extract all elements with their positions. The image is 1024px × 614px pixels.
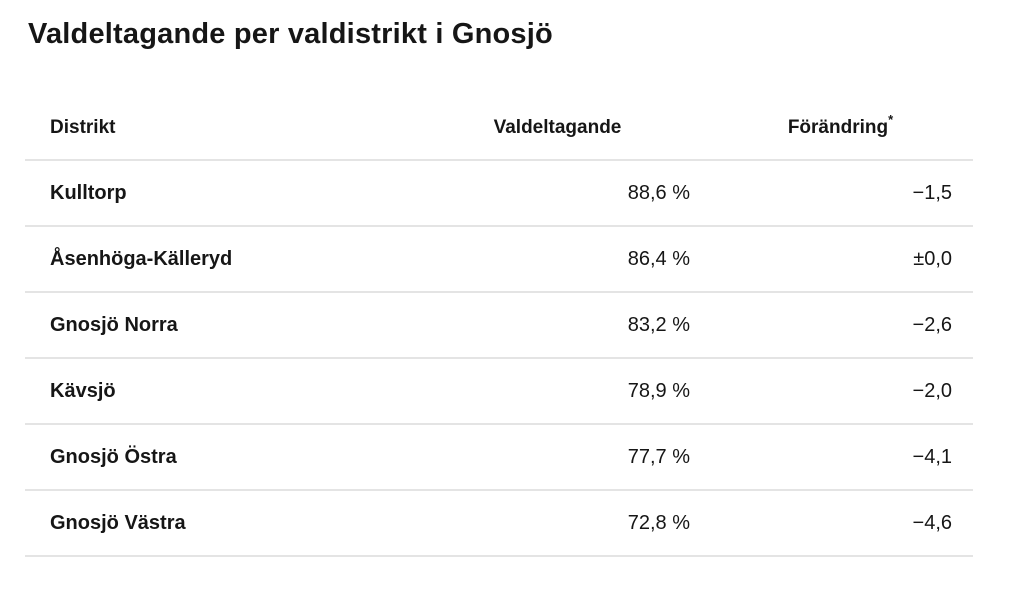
table-row: Gnosjö Västra 72,8 % −4,6 (25, 490, 973, 557)
change-cell: −1,5 (690, 160, 973, 227)
turnout-cell: 78,9 % (425, 358, 690, 425)
table-row: Kulltorp 88,6 % −1,5 (25, 160, 973, 227)
district-cell: Kävsjö (25, 358, 425, 425)
change-cell: −2,6 (690, 292, 973, 359)
table-row: Gnosjö Östra 77,7 % −4,1 (25, 424, 973, 491)
turnout-table: Distrikt Valdeltagande Förändring* Kullt… (25, 97, 973, 557)
district-cell: Gnosjö Norra (25, 292, 425, 359)
turnout-cell: 86,4 % (425, 226, 690, 293)
district-cell: Kulltorp (25, 160, 425, 227)
change-cell: −4,6 (690, 490, 973, 557)
column-header-forandring-label: Förändring (787, 117, 889, 138)
table-row: Gnosjö Norra 83,2 % −2,6 (25, 292, 973, 359)
turnout-cell: 83,2 % (425, 292, 690, 359)
table-header: Distrikt Valdeltagande Förändring* (25, 97, 973, 161)
table-body: Kulltorp 88,6 % −1,5 Åsenhöga-Källeryd 8… (25, 160, 973, 557)
column-header-forandring: Förändring* (690, 97, 973, 161)
page-title: Valdeltagande per valdistrikt i Gnosjö (28, 18, 553, 50)
turnout-cell: 72,8 % (425, 490, 690, 557)
turnout-cell: 77,7 % (425, 424, 690, 491)
footnote-asterisk: * (888, 111, 894, 127)
table-row: Åsenhöga-Källeryd 86,4 % ±0,0 (25, 226, 973, 293)
column-header-distrikt: Distrikt (25, 97, 425, 161)
district-cell: Åsenhöga-Källeryd (25, 226, 425, 293)
change-cell: −2,0 (690, 358, 973, 425)
district-cell: Gnosjö Västra (25, 490, 425, 557)
district-cell: Gnosjö Östra (25, 424, 425, 491)
turnout-cell: 88,6 % (425, 160, 690, 227)
change-cell: −4,1 (690, 424, 973, 491)
table-row: Kävsjö 78,9 % −2,0 (25, 358, 973, 425)
change-cell: ±0,0 (690, 226, 973, 293)
header-row: Distrikt Valdeltagande Förändring* (25, 97, 973, 161)
column-header-valdeltagande: Valdeltagande (425, 97, 690, 161)
